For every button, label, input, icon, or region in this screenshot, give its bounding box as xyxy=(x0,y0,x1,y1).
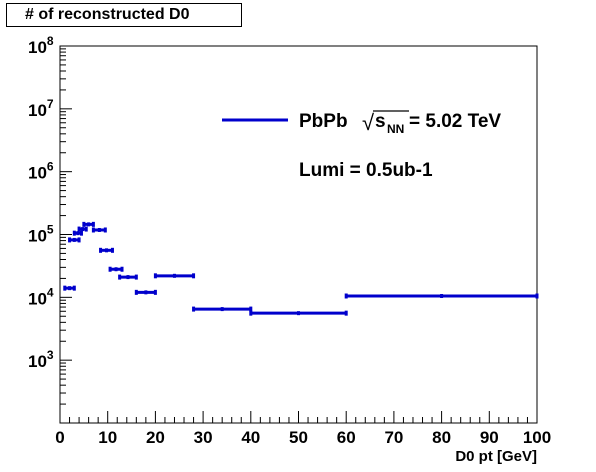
data-bin-edge-left xyxy=(99,247,103,253)
x-tick-label: 80 xyxy=(432,428,451,447)
data-point xyxy=(105,248,109,253)
data-bin-edge-right xyxy=(249,306,253,312)
legend: PbPb √ s NN = 5.02 TeV Lumi = 0.5ub-1 xyxy=(222,110,501,181)
data-point xyxy=(76,231,80,236)
data-bin-edge-left xyxy=(192,306,196,312)
data-point xyxy=(81,227,85,232)
y-tick-label: 107 xyxy=(28,97,54,120)
legend-sqrt-sub: NN xyxy=(387,122,404,136)
data-point xyxy=(97,227,101,232)
x-tick-label: 60 xyxy=(337,428,356,447)
data-bin-edge-left xyxy=(108,266,112,272)
data-series xyxy=(63,221,539,316)
y-tick-label: 108 xyxy=(28,34,54,57)
data-bin-edge-left xyxy=(118,274,122,280)
x-tick-label: 40 xyxy=(241,428,260,447)
data-bin-edge-right xyxy=(153,289,157,295)
x-tick-label: 70 xyxy=(384,428,403,447)
data-point xyxy=(126,275,130,280)
y-axis-ticks: 103 104 105 106 107 108 xyxy=(28,34,72,424)
data-bin-edge-right xyxy=(192,273,196,279)
y-tick-label: 106 xyxy=(28,160,54,183)
data-bin-edge-left xyxy=(72,230,76,236)
data-bin-edge-right xyxy=(103,227,107,233)
x-tick-label: 0 xyxy=(55,428,64,447)
y-tick-label: 103 xyxy=(28,348,54,371)
data-bin-edge-left xyxy=(63,285,67,291)
x-tick-label: 50 xyxy=(289,428,308,447)
chart-title: # of reconstructed D0 xyxy=(6,3,242,27)
legend-label-prefix: PbPb xyxy=(299,111,348,132)
x-tick-label: 90 xyxy=(480,428,499,447)
data-bin-edge-right xyxy=(134,274,138,280)
data-bin-edge-left xyxy=(153,273,157,279)
data-point xyxy=(440,294,444,299)
data-point xyxy=(220,307,224,312)
y-tick-label: 104 xyxy=(28,285,54,308)
y-tick-label: 105 xyxy=(28,223,54,246)
x-axis-title: D0 pt [GeV] xyxy=(455,448,537,465)
data-point xyxy=(172,273,176,278)
data-bin-edge-left xyxy=(77,226,81,232)
data-bin-edge-left xyxy=(82,221,86,227)
x-tick-label: 100 xyxy=(523,428,551,447)
data-bin-edge-right xyxy=(77,237,81,243)
x-tick-label: 20 xyxy=(146,428,165,447)
legend-sqrt-var: s xyxy=(375,111,386,132)
data-bin-edge-right xyxy=(84,226,88,232)
x-tick-label: 10 xyxy=(98,428,117,447)
data-bin-edge-right xyxy=(344,310,348,316)
data-point xyxy=(114,267,118,272)
plot-frame xyxy=(59,45,538,424)
data-bin-edge-right xyxy=(535,293,539,299)
x-tick-label: 30 xyxy=(194,428,213,447)
data-bin-edge-left xyxy=(134,289,138,295)
data-bin-edge-right xyxy=(120,266,124,272)
data-bin-edge-left xyxy=(249,310,253,316)
data-point xyxy=(72,237,76,242)
x-axis-ticks: 0 10 20 30 40 50 60 70 80 90 100 xyxy=(55,411,551,447)
data-bin-edge-left xyxy=(91,227,95,233)
legend-label-suffix: = 5.02 TeV xyxy=(409,111,501,132)
data-bin-edge-right xyxy=(91,221,95,227)
data-point xyxy=(68,286,72,291)
data-bin-edge-left xyxy=(344,293,348,299)
data-bin-edge-right xyxy=(72,285,76,291)
legend-lumi: Lumi = 0.5ub-1 xyxy=(299,160,433,181)
legend-sqrt-symbol: √ xyxy=(362,110,375,135)
data-point xyxy=(144,290,148,295)
data-bin-edge-right xyxy=(110,247,114,253)
data-point xyxy=(297,311,300,316)
data-bin-edge-right xyxy=(79,230,83,236)
data-bin-edge-left xyxy=(68,237,72,243)
data-point xyxy=(87,222,91,227)
